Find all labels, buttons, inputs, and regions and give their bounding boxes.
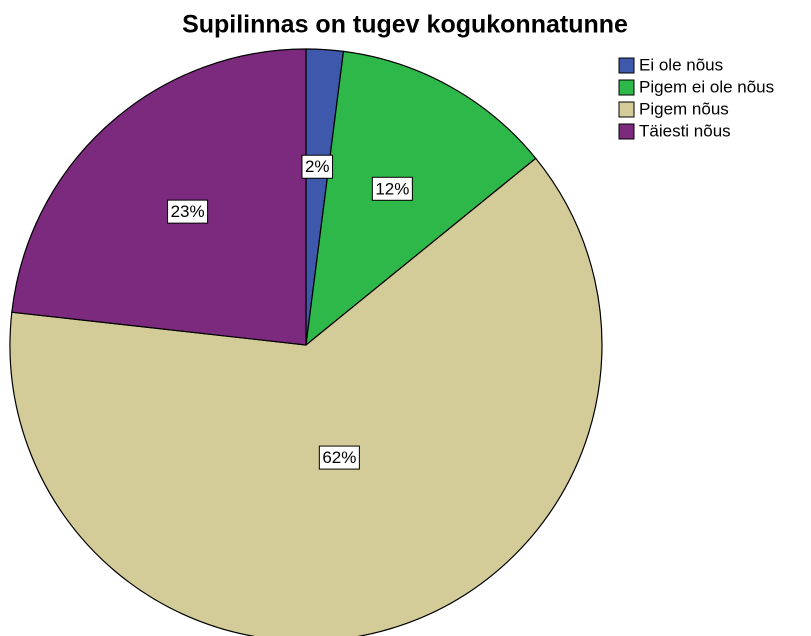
data-label-box bbox=[371, 176, 413, 201]
legend-swatch bbox=[618, 79, 635, 96]
data-label-box bbox=[167, 199, 209, 224]
chart-title: Supilinnas on tugev kogukonnatunne bbox=[182, 11, 628, 39]
legend-swatch bbox=[618, 123, 635, 140]
legend-label: Ei ole nõus bbox=[639, 55, 723, 74]
data-label: 62% bbox=[322, 448, 356, 467]
legend-label: Pigem ei ole nõus bbox=[639, 77, 774, 96]
data-label: 12% bbox=[375, 179, 409, 198]
pie-slice bbox=[305, 50, 537, 347]
data-label: 23% bbox=[171, 202, 205, 221]
data-label-box bbox=[318, 445, 360, 470]
data-label: 2% bbox=[305, 157, 330, 176]
data-label-box bbox=[301, 154, 334, 179]
pie-slice bbox=[9, 157, 603, 636]
legend-label: Täiesti nõus bbox=[639, 121, 731, 140]
pie-slice bbox=[11, 48, 307, 346]
legend-swatch bbox=[618, 101, 635, 118]
legend-swatch bbox=[618, 57, 635, 74]
legend-label: Pigem nõus bbox=[639, 99, 729, 118]
